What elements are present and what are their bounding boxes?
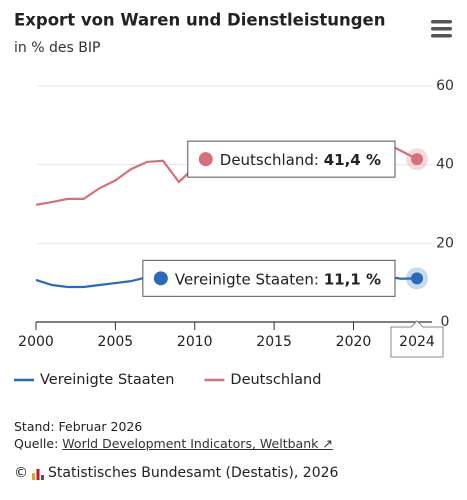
stand: Stand: Februar 2026 (14, 419, 143, 434)
y-tick-label: 0 (441, 314, 450, 330)
x-highlight-label: 2024 (399, 334, 435, 350)
tooltip-value: 11,1 % (324, 270, 381, 288)
y-tick-label: 60 (436, 78, 454, 94)
copyright-sign: © (14, 465, 28, 481)
source-prefix: Quelle: (14, 436, 59, 451)
copyright: © Statistisches Bundesamt (Destatis), 20… (14, 465, 338, 481)
y-tick-label: 40 (436, 157, 454, 173)
tooltip: Vereinigte Staaten: 11,1 % (142, 259, 396, 297)
x-tick-label: 2010 (177, 334, 213, 350)
source: Quelle: World Development Indicators, We… (14, 436, 333, 451)
source-link[interactable]: World Development Indicators, Weltbank ↗ (62, 436, 333, 451)
point (411, 272, 423, 285)
tooltip-value: 41,4 % (324, 151, 381, 169)
tooltip: Deutschland: 41,4 % (187, 140, 396, 178)
tooltip-dot (198, 152, 213, 167)
chart-subtitle: in % des BIP (14, 40, 100, 56)
point (411, 153, 423, 166)
tooltip-text: Deutschland: 41,4 % (220, 151, 381, 169)
legend-label: Vereinigte Staaten (40, 372, 174, 388)
x-tick-label: 2005 (98, 334, 134, 350)
x-tick-label: 2015 (256, 334, 292, 350)
tooltip-text: Vereinigte Staaten: 11,1 % (175, 270, 381, 288)
logo (32, 469, 44, 480)
chart-title: Export von Waren und Dienstleistungen (14, 11, 385, 30)
chart: Export von Waren und Dienstleistungen in… (14, 11, 454, 388)
legend-label: Deutschland (230, 372, 321, 388)
tooltip-box (142, 259, 396, 297)
publisher: Statistisches Bundesamt (Destatis), 2026 (48, 465, 339, 481)
y-tick-label: 20 (436, 235, 454, 251)
tooltip-label: Vereinigte Staaten: (175, 270, 319, 288)
x-highlight-box (390, 320, 444, 358)
menu-button[interactable] (431, 20, 452, 38)
tooltip-dot (153, 271, 168, 286)
tooltip-label: Deutschland: (220, 151, 319, 169)
tooltip-box (187, 140, 396, 178)
x-tick-label: 2020 (336, 334, 372, 350)
x-tick-label: 2000 (18, 334, 54, 350)
